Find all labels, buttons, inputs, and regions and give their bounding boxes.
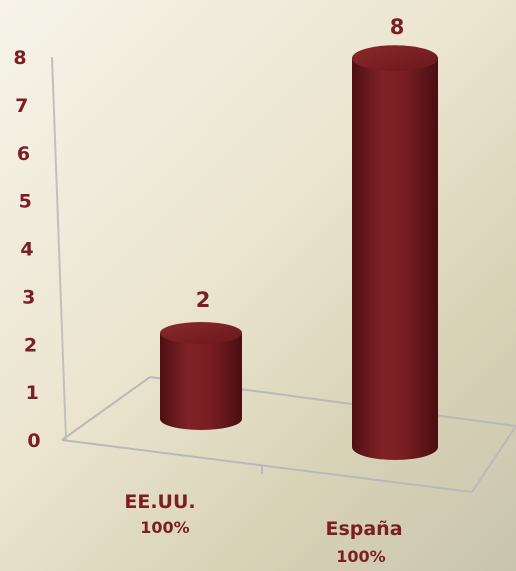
y-tick-label: 3 [22, 286, 35, 308]
bar-value-label: 2 [196, 288, 211, 312]
y-tick-label: 6 [17, 143, 30, 165]
chart-floor [61, 376, 516, 493]
category-sublabel-ee-uu: 100% [140, 518, 189, 537]
y-tick-label: 4 [20, 239, 33, 261]
y-tick-label: 8 [13, 47, 26, 69]
y-tick-label: 5 [19, 191, 32, 213]
bar-body [352, 58, 438, 460]
y-tick-label: 1 [26, 382, 39, 404]
bar-0: 2 [160, 288, 242, 430]
category-label-ee-uu: EE.UU. [124, 491, 195, 513]
bar-1: 8 [352, 15, 438, 460]
y-tick-label: 7 [15, 95, 28, 117]
category-label-espana: España [325, 518, 402, 540]
y-axis-line [51, 56, 67, 441]
bar-top [352, 45, 438, 72]
y-tick-label: 0 [27, 430, 40, 452]
bar-value-label: 8 [390, 15, 405, 39]
bar-top [160, 322, 242, 344]
bars-layer: 28 [160, 15, 438, 460]
y-tick-label: 2 [24, 334, 37, 356]
y-axis-ticks: 0 1 2 3 4 5 6 7 8 [13, 47, 40, 452]
category-sublabel-espana: 100% [336, 547, 385, 566]
bar-body [160, 333, 242, 430]
